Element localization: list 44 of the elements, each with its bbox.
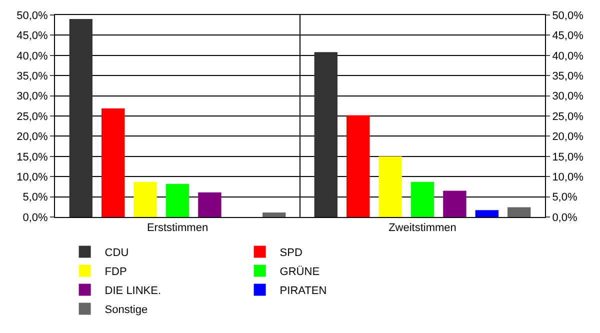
x-tick-label: Erststimmen: [146, 222, 208, 234]
legend-label: DIE LINKE.: [104, 284, 162, 297]
y-tick-label: 25,0%: [16, 110, 48, 123]
y-tick-label: 10,0%: [16, 171, 48, 184]
y2-tick-label: 10,0%: [552, 171, 584, 184]
legend-label: Sonstige: [104, 304, 148, 316]
x-tick-label: Zweitstimmen: [388, 222, 456, 234]
y-tick-label: 0,0%: [22, 212, 48, 224]
legend-label: CDU: [104, 246, 129, 259]
y-tick-label: 30,0%: [16, 90, 48, 103]
bar: [378, 156, 402, 217]
bar: [508, 207, 531, 217]
y-tick-label: 20,0%: [16, 131, 48, 144]
bar: [314, 52, 338, 217]
y2-tick-label: 50,0%: [552, 10, 584, 22]
bar: [134, 182, 157, 217]
y2-tick-label: 30,0%: [552, 90, 584, 103]
bar: [475, 210, 498, 217]
y2-tick-label: 20,0%: [552, 131, 584, 144]
y2-tick-label: 45,0%: [552, 30, 584, 42]
y2-tick-label: 5,0%: [552, 192, 578, 204]
y-tick-label: 50,0%: [16, 10, 48, 22]
bar: [166, 184, 190, 217]
legend-label: PIRATEN: [280, 284, 327, 297]
y-tick-label: 35,0%: [16, 70, 48, 82]
y-tick-label: 5,0%: [22, 192, 48, 204]
bar: [346, 115, 370, 217]
bar: [69, 19, 92, 217]
bar: [262, 212, 286, 217]
bar: [443, 190, 466, 217]
y-tick-label: 40,0%: [16, 50, 48, 62]
legend-label: GRÜNE: [280, 264, 320, 278]
y2-tick-label: 35,0%: [552, 70, 584, 82]
y2-tick-label: 40,0%: [552, 50, 584, 62]
y2-tick-label: 0,0%: [552, 212, 578, 224]
y-tick-label: 15,0%: [16, 151, 48, 164]
legend-label: FDP: [104, 266, 127, 278]
legend-label: SPD: [280, 246, 302, 259]
bar: [198, 192, 222, 217]
bar: [102, 108, 125, 217]
bar: [410, 182, 434, 217]
y2-tick-label: 25,0%: [552, 110, 584, 123]
y-tick-label: 45,0%: [16, 30, 48, 42]
y2-tick-label: 15,0%: [552, 151, 584, 164]
